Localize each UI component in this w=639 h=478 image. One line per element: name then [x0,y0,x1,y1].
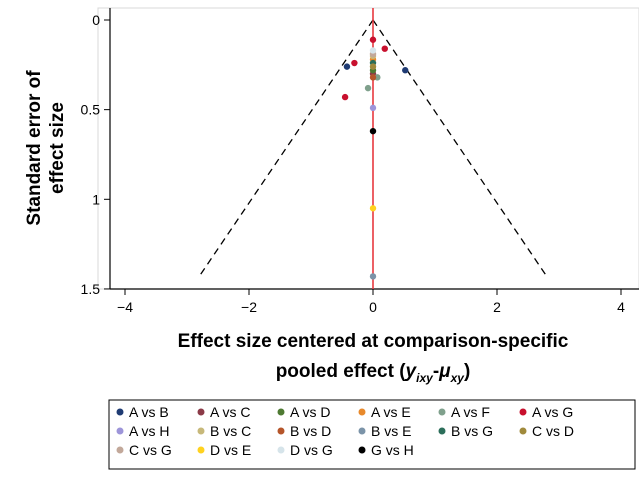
funnel-line-right [372,19,548,277]
x-axis-title-dash: - [433,361,439,382]
legend-label: D vs G [290,442,333,458]
legend-label: A vs D [290,404,330,420]
legend-label: D vs E [210,442,251,458]
funnel-line-left [198,19,374,277]
legend-label: A vs E [371,404,411,420]
x-axis-title-prefix: pooled effect ( [276,361,407,382]
x-axis-title-line2: pooled effect (yixy-μxy) [276,361,471,385]
legend-marker [438,408,446,416]
y-axis-title-line1: Standard error of [24,70,45,226]
legend-label: A vs H [129,423,169,439]
legend-marker [277,408,285,416]
data-point [369,63,377,70]
legend-label: B vs C [210,423,251,439]
data-point [343,63,351,70]
legend-label: A vs B [129,404,169,420]
x-axis-title-suffix: ) [464,361,470,382]
data-point [369,127,377,135]
legend-marker [277,446,285,454]
legend-marker [519,408,527,416]
y-tick-label: 1 [92,191,100,207]
legend-marker [197,427,205,435]
x-axis-title-line1: Effect size centered at comparison-speci… [178,331,569,352]
x-axis-title-mu: μ [438,361,451,382]
y-axis-title-line2: effect size [47,102,68,194]
legend-marker [358,408,366,416]
data-point [369,205,377,212]
tick-group: −4 −2 0 2 4 0 0.5 1 1.5 [81,12,626,315]
legend-label: A vs F [451,404,490,420]
data-point [369,36,377,43]
legend-label: A vs G [532,404,573,420]
legend-label: B vs E [371,423,411,439]
data-point [369,273,377,280]
legend-label: G vs H [371,442,414,458]
legend-marker [277,427,285,435]
legend-marker [358,446,366,454]
x-axis-title-y: y [405,361,418,382]
legend-marker [197,446,205,454]
data-point [402,67,409,74]
y-tick-label: 0.5 [81,102,101,118]
x-tick-label: 0 [369,299,377,315]
data-point [351,59,358,67]
legend-marker [116,446,124,454]
legend-marker [519,427,527,435]
plot-frame [97,7,639,290]
legend-marker [197,408,205,416]
data-point [381,45,388,52]
legend-marker [438,427,446,435]
legend-label: C vs G [129,442,172,458]
y-tick-label: 0 [92,12,100,28]
data-point [341,93,349,101]
data-point [369,74,377,81]
x-axis-title-y-sub: ixy [416,371,434,385]
funnel-lines [198,19,548,277]
legend-label: B vs D [290,423,331,439]
legend-label: C vs D [532,423,574,439]
legend-marker [116,408,124,416]
data-point [364,84,372,92]
legend-marker [116,427,124,435]
x-tick-label: −2 [241,299,257,315]
x-tick-label: 4 [617,299,625,315]
data-point [369,104,377,112]
data-points [341,36,409,280]
legend-label: B vs G [451,423,493,439]
data-point [369,47,377,54]
legend-label: A vs C [210,404,250,420]
legend-frame [108,399,636,470]
legend: A vs B A vs C A vs D A vs E A vs F A vs G A vs… [108,399,636,470]
x-tick-label: 2 [493,299,501,315]
plot-area: −4 −2 0 2 4 0 0.5 1 1.5 [81,7,639,315]
x-axis-title-mu-sub: xy [450,371,466,385]
y-tick-label: 1.5 [81,281,101,297]
x-tick-label: −4 [117,299,133,315]
legend-marker [358,427,366,435]
